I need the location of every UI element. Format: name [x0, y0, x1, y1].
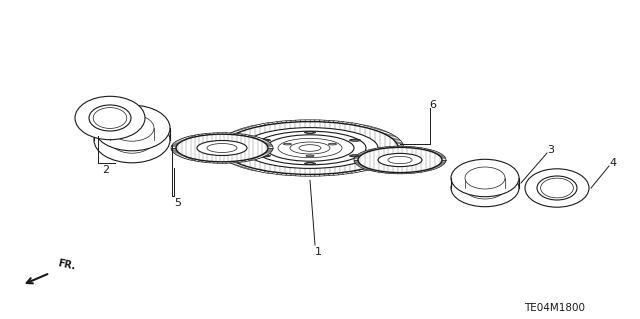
Text: 3: 3	[547, 145, 554, 155]
Ellipse shape	[305, 131, 316, 133]
Ellipse shape	[465, 167, 505, 189]
Text: TE04M1800: TE04M1800	[525, 303, 586, 313]
Ellipse shape	[451, 159, 519, 197]
Ellipse shape	[171, 133, 273, 163]
Text: FR.: FR.	[57, 258, 77, 272]
Ellipse shape	[349, 139, 360, 141]
Text: 1: 1	[314, 247, 321, 257]
Ellipse shape	[259, 155, 271, 157]
Ellipse shape	[216, 120, 404, 176]
Ellipse shape	[328, 143, 337, 145]
Text: 5: 5	[175, 198, 182, 208]
Ellipse shape	[378, 153, 422, 167]
Ellipse shape	[89, 105, 131, 131]
Ellipse shape	[305, 163, 316, 165]
Ellipse shape	[354, 146, 446, 174]
Ellipse shape	[197, 140, 247, 155]
Text: 2: 2	[102, 165, 109, 175]
Ellipse shape	[525, 169, 589, 207]
Ellipse shape	[110, 115, 154, 141]
Ellipse shape	[242, 128, 378, 168]
Ellipse shape	[284, 143, 291, 145]
Ellipse shape	[349, 155, 360, 157]
Ellipse shape	[306, 155, 314, 157]
Text: 6: 6	[429, 100, 436, 110]
Ellipse shape	[94, 105, 170, 151]
Ellipse shape	[75, 96, 145, 140]
Ellipse shape	[537, 176, 577, 200]
Text: 4: 4	[609, 158, 616, 168]
Ellipse shape	[259, 139, 271, 141]
